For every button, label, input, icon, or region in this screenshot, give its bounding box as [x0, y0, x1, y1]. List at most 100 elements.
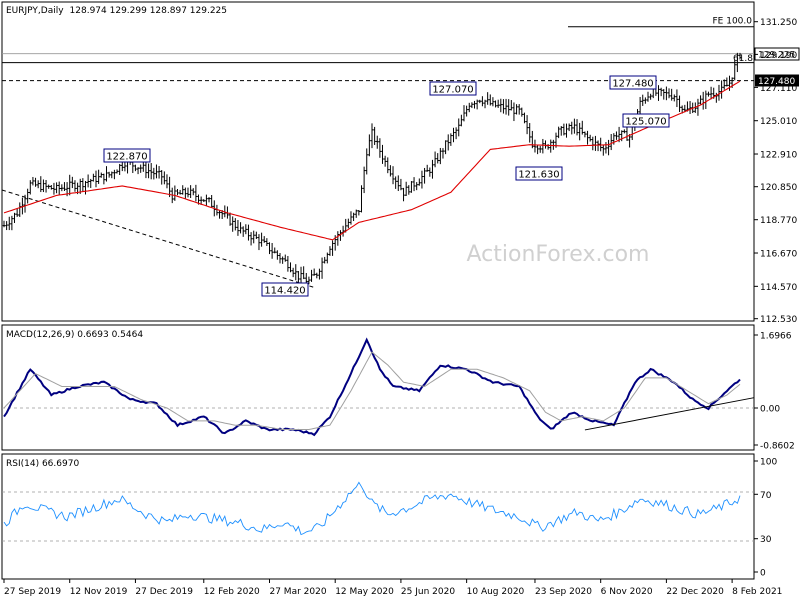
price-bar	[412, 177, 416, 192]
price-bar	[102, 173, 106, 185]
price-bar	[418, 178, 421, 186]
price-bar	[667, 88, 671, 99]
annotation-text: 121.630	[518, 170, 559, 181]
price-bar	[268, 242, 271, 255]
price-bar	[517, 104, 521, 115]
annotation-box	[609, 75, 657, 90]
price-bar	[323, 256, 326, 264]
price-bar	[396, 175, 400, 192]
price-bar	[428, 167, 432, 177]
x-axis: 27 Sep 2019 12 Nov 2019 27 Dec 2019 12 Feb …	[3, 579, 782, 597]
price-bar	[394, 176, 397, 189]
annotation-text: 114.420	[264, 286, 305, 297]
price-bar	[105, 166, 108, 182]
watermark: ActionForex.com	[467, 242, 650, 267]
price-bar	[86, 174, 90, 188]
price-bar	[236, 219, 240, 236]
price-bar	[168, 176, 171, 198]
price-bar	[326, 252, 329, 264]
annotation-box	[622, 113, 670, 128]
price-bar	[567, 123, 571, 132]
x-tick-label: 23 Sep 2020	[535, 587, 592, 597]
price-bar	[662, 89, 666, 100]
x-tick-label: 25 Jun 2020	[401, 587, 455, 597]
price-bar	[373, 126, 376, 145]
price-bar	[336, 231, 340, 246]
rsi-title: RSI(14) 66.6970	[6, 459, 79, 469]
price-bar	[352, 212, 355, 222]
price-bar	[707, 91, 710, 97]
annotation-box	[103, 148, 151, 163]
price-bar	[365, 148, 369, 175]
price-bar	[536, 144, 539, 155]
ohlc-label: 128.974 129.299 128.897 129.225	[70, 6, 227, 16]
price-bar	[281, 256, 284, 264]
price-bar	[39, 176, 43, 193]
price-bar	[391, 166, 395, 185]
price-bar	[672, 94, 676, 102]
price-bar	[386, 157, 390, 174]
price-bar	[675, 89, 679, 108]
price-bar	[473, 100, 476, 109]
annotation-text: 125.070	[625, 117, 666, 128]
price-bar	[26, 188, 29, 204]
price-bar	[452, 127, 455, 143]
price-bar	[186, 187, 190, 198]
price-bar	[165, 174, 169, 189]
price-bar	[92, 173, 95, 182]
y-tick-label: 122.910	[760, 151, 797, 161]
price-bar	[378, 138, 382, 158]
price-bar	[641, 94, 645, 106]
y-tick-label: 116.670	[760, 250, 797, 260]
price-bar	[42, 179, 45, 193]
price-bar	[670, 88, 673, 101]
price-bar	[381, 144, 384, 164]
price-bar	[586, 130, 589, 145]
annotation-127070: 127.070	[429, 81, 477, 96]
price-bar	[709, 86, 713, 100]
symbol-label: EURJPY,Daily	[6, 6, 64, 16]
price-bar	[528, 123, 532, 143]
price-bar	[120, 161, 124, 172]
price-bar	[446, 134, 450, 151]
price-bar	[467, 102, 471, 113]
price-label-text: 129.225	[758, 51, 795, 61]
price-bar	[720, 80, 723, 99]
price-bar	[189, 185, 192, 198]
x-tick-label: 27 Mar 2020	[269, 587, 326, 597]
price-bar	[407, 185, 411, 195]
price-bar	[312, 268, 316, 276]
price-bar	[134, 164, 137, 172]
price-bar	[5, 221, 8, 231]
macd-panel-frame	[1, 324, 755, 451]
price-bar	[318, 268, 321, 280]
y-tick-label: 70	[760, 491, 772, 501]
price-bar	[228, 212, 232, 226]
price-bar	[176, 189, 179, 196]
price-bar	[160, 170, 164, 185]
price-bar	[118, 163, 121, 176]
price-bar	[644, 97, 647, 104]
sma-line	[3, 80, 741, 241]
price-bar	[441, 148, 445, 159]
price-bar	[63, 182, 66, 191]
price-bar	[299, 266, 303, 286]
price-bar	[210, 195, 213, 208]
y-tick-label: 131.250	[760, 18, 797, 28]
price-bar	[149, 163, 153, 180]
price-bar	[649, 93, 652, 100]
price-label-box	[755, 74, 799, 87]
price-bar	[289, 262, 292, 273]
price-bar	[152, 167, 156, 180]
price-bar	[244, 224, 248, 235]
price-bar	[399, 178, 403, 191]
y-tick-label: 0	[760, 569, 766, 579]
price-bar	[665, 86, 668, 101]
price-bar	[47, 184, 50, 189]
price-bar	[502, 99, 505, 114]
price-bar	[286, 255, 290, 272]
price-bar	[178, 189, 182, 195]
price-bar	[659, 87, 663, 97]
price-bar	[481, 96, 484, 107]
